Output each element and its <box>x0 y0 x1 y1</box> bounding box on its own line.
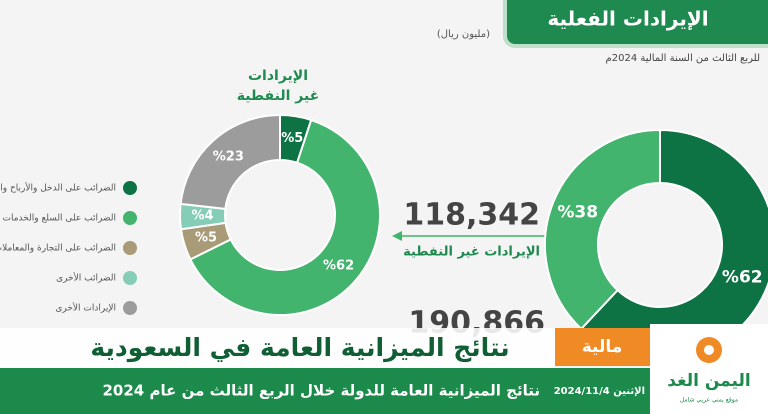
non-oil-label: الإيرادات غير النفطية <box>403 245 540 260</box>
logo: اليمن الغد <box>667 371 750 391</box>
slice <box>189 118 381 316</box>
legend-label: الضرائب الأخرى <box>56 272 116 284</box>
arrow-head <box>392 231 402 241</box>
legend-label: الضرائب على السلع والخدمات <box>3 214 117 224</box>
value-label: %23 <box>213 150 244 165</box>
tag-box <box>555 328 650 366</box>
unit: (مليون ريال) <box>437 29 490 40</box>
value-label: %5 <box>195 231 217 246</box>
legend-swatch <box>123 271 137 285</box>
non-oil-total: 118,342 <box>403 198 540 233</box>
title: الإيرادات الفعلية <box>547 7 708 31</box>
pies: %5 %62 %5 %4 %23 %62 %38 <box>179 113 768 361</box>
legend-swatch <box>123 301 137 315</box>
ticker-bar <box>0 368 650 414</box>
headline-bar <box>0 328 555 368</box>
subtitle: للربع الثالث من السنة المالية 2024م <box>606 53 760 64</box>
date: الإثنين 2024/11/4 <box>554 386 645 397</box>
value-label: %62 <box>323 258 354 273</box>
value-label: %62 <box>722 268 763 288</box>
tag: مالية <box>582 337 623 357</box>
pie-title: الإيرادات <box>248 68 308 84</box>
logo-icon-inner <box>704 345 714 355</box>
slice <box>544 128 661 331</box>
legend-label: الضرائب على التجارة والمعاملات الدولية <box>0 244 116 254</box>
legend-swatch <box>123 241 137 255</box>
legend-swatch <box>123 211 137 225</box>
pie-title: غير النفطية <box>237 88 320 104</box>
legend-swatch <box>123 181 137 195</box>
headline: نتائج الميزانية العامة في السعودية <box>90 333 509 363</box>
value-label: %38 <box>557 202 598 222</box>
title-box <box>503 0 768 48</box>
legend-label: الضرائب على الدخل والأرباح والمكاسب الرأ… <box>0 182 116 194</box>
value-label: %5 <box>281 131 303 146</box>
logo-sub: موقع يمني عربي شامل <box>680 397 738 404</box>
slice <box>179 113 281 211</box>
ticker: نتائج الميزانية العامة للدولة خلال الربع… <box>103 382 541 400</box>
legend: الضرائب على الدخل والأرباح والمكاسب الرأ… <box>0 181 137 315</box>
value-label: %4 <box>191 209 213 224</box>
legend-label: الإيرادات الأخرى <box>55 302 116 314</box>
